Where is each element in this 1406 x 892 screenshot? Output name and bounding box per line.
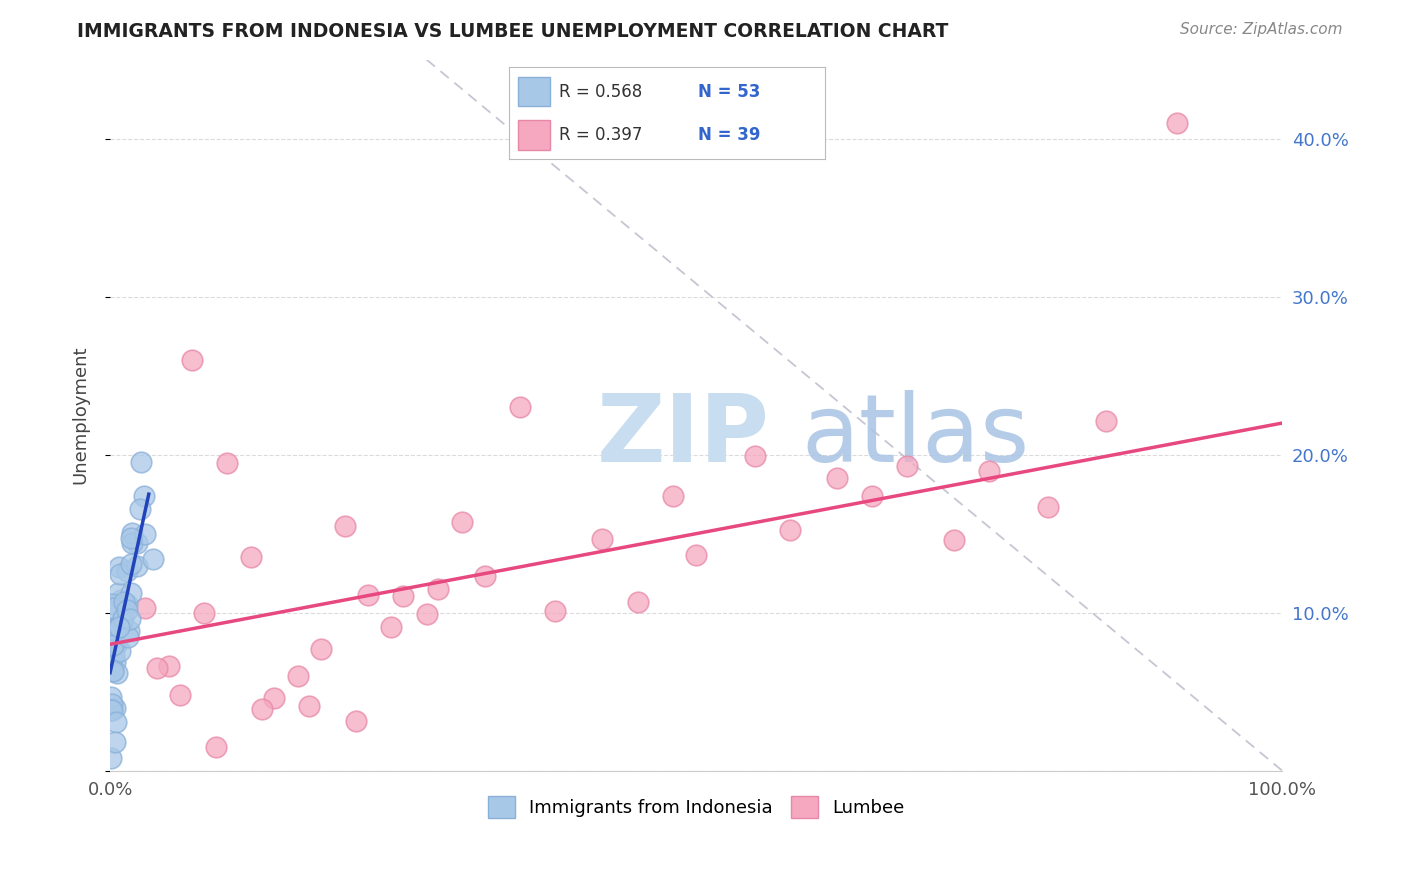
- Point: [392, 589, 415, 603]
- Point: [120, 531, 142, 545]
- Point: [252, 701, 274, 715]
- Point: [105, 665, 128, 680]
- Point: [104, 701, 127, 715]
- Point: [110, 592, 132, 607]
- Point: [108, 559, 131, 574]
- Point: [287, 669, 309, 683]
- Text: ZIP: ZIP: [596, 391, 769, 483]
- Point: [101, 703, 124, 717]
- Point: [239, 550, 262, 565]
- Point: [309, 642, 332, 657]
- Point: [544, 604, 567, 618]
- Point: [474, 568, 496, 582]
- Point: [117, 603, 139, 617]
- Point: [860, 490, 883, 504]
- Point: [896, 459, 918, 474]
- Point: [101, 638, 124, 652]
- Point: [298, 698, 321, 713]
- Point: [344, 714, 367, 728]
- Point: [685, 548, 707, 562]
- Text: Source: ZipAtlas.com: Source: ZipAtlas.com: [1180, 22, 1343, 37]
- Point: [104, 623, 127, 637]
- Point: [104, 715, 127, 730]
- Text: atlas: atlas: [801, 391, 1029, 483]
- Point: [357, 588, 380, 602]
- Point: [415, 607, 437, 621]
- Point: [979, 464, 1001, 478]
- Point: [100, 640, 122, 654]
- Point: [117, 631, 139, 645]
- Point: [142, 552, 165, 566]
- Point: [120, 612, 142, 626]
- Legend: Immigrants from Indonesia, Lumbee: Immigrants from Indonesia, Lumbee: [481, 789, 912, 826]
- Text: IMMIGRANTS FROM INDONESIA VS LUMBEE UNEMPLOYMENT CORRELATION CHART: IMMIGRANTS FROM INDONESIA VS LUMBEE UNEM…: [77, 22, 949, 41]
- Point: [115, 597, 138, 611]
- Point: [108, 567, 131, 582]
- Point: [120, 586, 142, 600]
- Point: [103, 648, 125, 662]
- Point: [121, 526, 143, 541]
- Point: [333, 518, 356, 533]
- Point: [108, 620, 131, 634]
- Point: [744, 449, 766, 463]
- Point: [204, 739, 226, 754]
- Point: [825, 471, 848, 485]
- Point: [129, 502, 152, 516]
- Point: [134, 527, 156, 541]
- Point: [103, 664, 125, 678]
- Point: [101, 627, 124, 641]
- Point: [101, 597, 124, 611]
- Point: [169, 688, 191, 702]
- Point: [107, 586, 129, 600]
- Point: [103, 640, 125, 654]
- Point: [127, 558, 149, 573]
- Point: [104, 623, 127, 637]
- Point: [450, 515, 472, 529]
- Point: [1036, 500, 1059, 514]
- Point: [380, 620, 402, 634]
- Point: [107, 617, 129, 632]
- Point: [111, 611, 134, 625]
- Point: [181, 352, 204, 367]
- Point: [100, 658, 122, 673]
- Point: [263, 691, 285, 706]
- Point: [120, 557, 142, 571]
- Point: [146, 661, 169, 675]
- Point: [193, 606, 215, 620]
- Point: [943, 533, 966, 548]
- Point: [129, 455, 152, 469]
- Point: [121, 535, 143, 549]
- Point: [100, 690, 122, 704]
- Point: [626, 595, 648, 609]
- Point: [104, 655, 127, 669]
- Point: [1166, 116, 1188, 130]
- Point: [104, 735, 127, 749]
- Point: [509, 401, 531, 415]
- Point: [100, 697, 122, 711]
- Point: [134, 601, 156, 615]
- Point: [112, 595, 135, 609]
- Point: [100, 703, 122, 717]
- Point: [217, 456, 239, 470]
- Point: [100, 751, 122, 765]
- Point: [1095, 414, 1118, 428]
- Point: [591, 533, 613, 547]
- Point: [115, 565, 138, 579]
- Point: [103, 601, 125, 615]
- Point: [103, 664, 125, 678]
- Point: [110, 644, 132, 658]
- Point: [157, 659, 180, 673]
- Point: [779, 523, 801, 537]
- Point: [110, 616, 132, 631]
- Y-axis label: Unemployment: Unemployment: [72, 346, 89, 484]
- Point: [125, 536, 148, 550]
- Point: [100, 622, 122, 636]
- Point: [427, 582, 450, 596]
- Point: [118, 624, 141, 638]
- Point: [661, 490, 683, 504]
- Point: [134, 489, 156, 503]
- Point: [103, 636, 125, 650]
- Point: [104, 638, 127, 652]
